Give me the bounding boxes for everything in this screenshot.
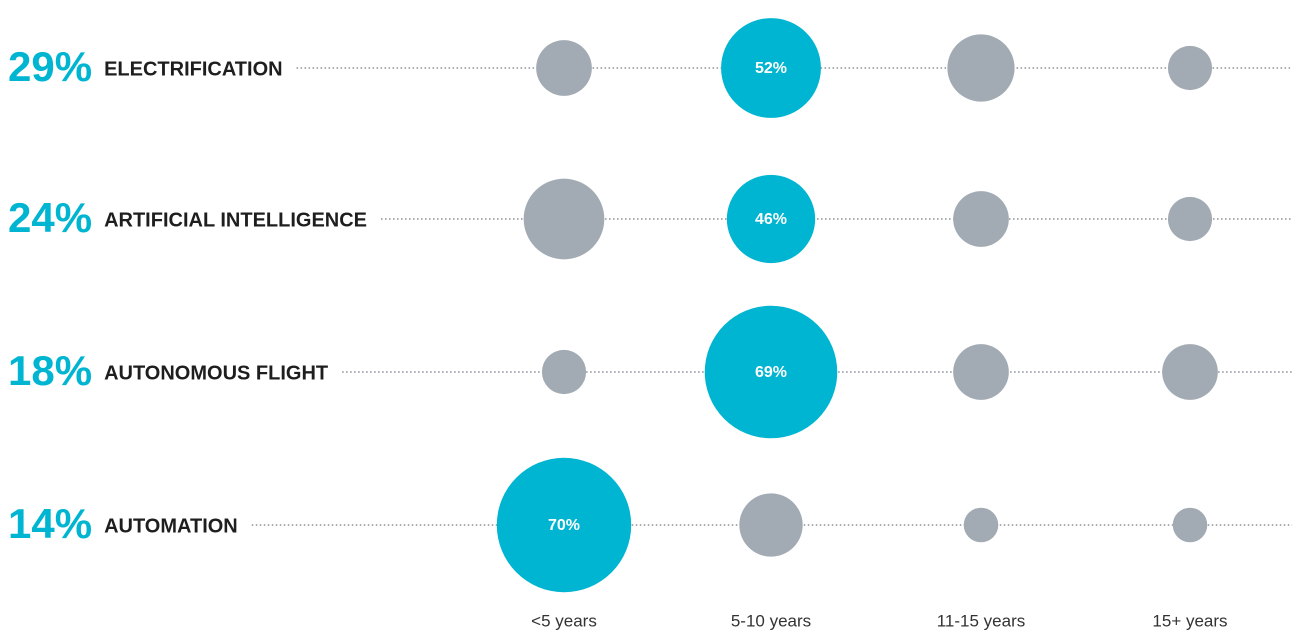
row-total: 29%	[8, 43, 92, 90]
bubble	[1167, 196, 1213, 242]
x-tick-label: <5 years	[531, 611, 597, 630]
bubble	[947, 34, 1015, 102]
bubble	[721, 18, 821, 118]
bubble-label: 70%	[548, 517, 580, 534]
row-label: ARTIFICIAL INTELLIGENCE	[104, 209, 367, 231]
row-label: AUTOMATION	[104, 515, 238, 537]
bubble	[739, 493, 803, 557]
row-total: 18%	[8, 347, 92, 394]
bubble-label: 52%	[755, 60, 787, 77]
bubble	[704, 305, 838, 439]
bubble-label: 46%	[755, 211, 787, 228]
x-tick-label: 11-15 years	[937, 611, 1026, 630]
row-total: 24%	[8, 194, 92, 241]
row-total: 14%	[8, 500, 92, 547]
bubble	[541, 349, 587, 395]
bubble	[953, 344, 1009, 400]
bubble-label: 69%	[755, 364, 787, 381]
guides	[251, 67, 1292, 526]
row-label: ELECTRIFICATION	[104, 58, 283, 80]
bubble	[1167, 45, 1213, 91]
bubble	[726, 174, 816, 264]
bubble	[523, 178, 605, 260]
x-tick-label: 15+ years	[1152, 611, 1227, 630]
x-tick-label: 5-10 years	[731, 611, 811, 630]
bubble	[963, 507, 999, 543]
bubble	[496, 457, 632, 593]
bubble	[1172, 507, 1208, 543]
bubble	[1162, 344, 1218, 400]
bubble	[536, 40, 592, 96]
row-label: AUTONOMOUS FLIGHT	[104, 362, 328, 384]
bubble	[953, 191, 1009, 247]
